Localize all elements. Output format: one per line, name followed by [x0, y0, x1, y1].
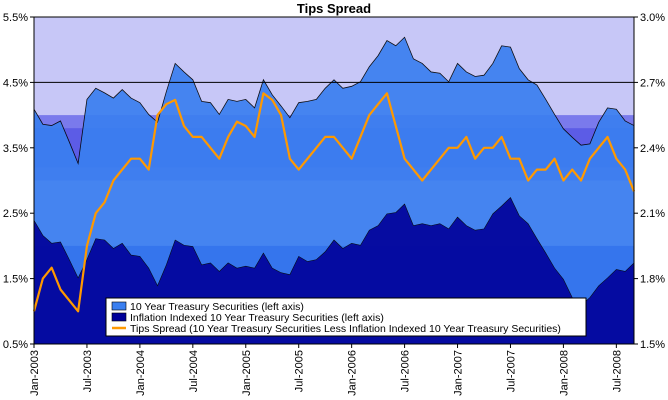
legend-label: Inflation Indexed 10 Year Treasury Secur…: [130, 312, 384, 324]
x-tick-label: Jan-2003: [29, 350, 41, 396]
legend-label: 10 Year Treasury Securities (left axis): [130, 301, 304, 313]
legend-swatch: [111, 301, 127, 311]
left-tick-label: 1.5%: [3, 274, 28, 286]
chart-title: Tips Spread: [297, 1, 371, 16]
right-axis: 1.5% 1.8% 2.1% 2.4% 2.7% 3.0%: [634, 12, 665, 351]
legend: 10 Year Treasury Securities (left axis)I…: [105, 297, 587, 337]
x-tick-label: Jan-2008: [558, 350, 570, 396]
x-tick-label: Jul-2006: [400, 350, 412, 392]
plot-border: [33, 16, 635, 345]
tips-spread-line: [32, 92, 636, 313]
right-tick-label: 2.4%: [640, 143, 665, 155]
x-axis: Jan-2003 Jul-2003 Jan-2004 Jul-2004 Jan-2005…: [29, 344, 623, 396]
x-tick-label: Jan-2006: [347, 350, 359, 396]
left-tick-label: 0.5%: [3, 339, 28, 351]
line-series: [32, 92, 636, 313]
legend-swatch: [111, 312, 127, 322]
x-tick-label: Jul-2007: [505, 350, 517, 392]
x-tick-label: Jan-2005: [241, 350, 253, 396]
left-tick-label: 3.5%: [3, 143, 28, 155]
left-tick-label: 4.5%: [3, 77, 28, 89]
plot-frame: [33, 16, 635, 345]
right-tick-label: 3.0%: [640, 12, 665, 24]
x-tick-label: Jan-2004: [135, 350, 147, 396]
x-tick-label: Jan-2007: [453, 350, 465, 396]
left-tick-label: 5.5%: [3, 12, 28, 24]
legend-box: [105, 297, 587, 337]
legend-label: Tips Spread (10 Year Treasury Securities…: [130, 323, 561, 335]
left-tick-label: 2.5%: [3, 208, 28, 220]
right-tick-label: 1.8%: [640, 274, 665, 286]
x-tick-label: Jul-2003: [82, 350, 94, 392]
x-tick-label: Jul-2004: [188, 350, 200, 392]
x-tick-label: Jul-2005: [294, 350, 306, 392]
right-tick-label: 2.1%: [640, 208, 665, 220]
left-axis: 0.5% 1.5% 2.5% 3.5% 4.5% 5.5%: [3, 12, 34, 351]
right-tick-label: 1.5%: [640, 339, 665, 351]
right-tick-label: 2.7%: [640, 77, 665, 89]
x-tick-label: Jul-2008: [611, 350, 623, 392]
